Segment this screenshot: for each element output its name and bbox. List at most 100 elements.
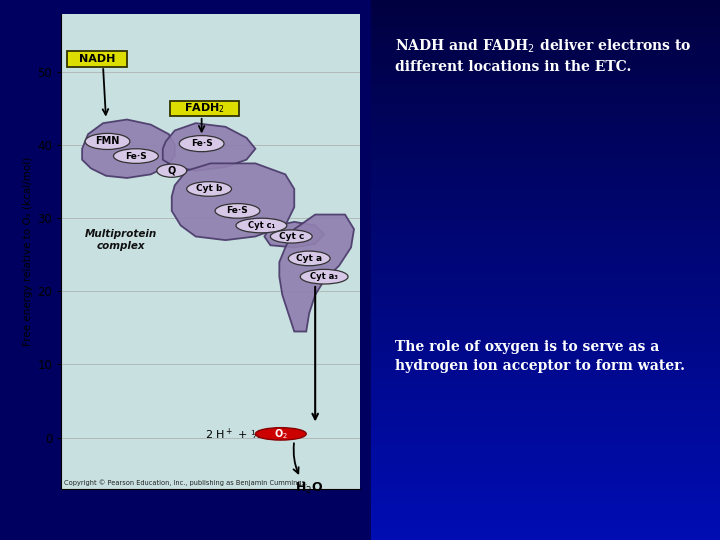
Bar <box>371 360 720 362</box>
Bar <box>371 515 720 517</box>
Bar <box>371 274 720 275</box>
Bar <box>371 140 720 142</box>
Bar <box>371 76 720 77</box>
Bar <box>371 517 720 518</box>
Bar <box>371 36 720 38</box>
Bar <box>371 373 720 374</box>
Bar <box>371 282 720 285</box>
Bar <box>371 207 720 209</box>
Bar <box>371 104 720 106</box>
Bar <box>371 155 720 157</box>
Bar <box>371 72 720 74</box>
Ellipse shape <box>114 148 158 164</box>
Bar <box>371 508 720 509</box>
Text: Cyt c₁: Cyt c₁ <box>248 221 275 230</box>
Bar <box>371 279 720 281</box>
Bar <box>371 234 720 236</box>
Bar <box>371 187 720 189</box>
Bar <box>371 358 720 360</box>
Bar <box>371 81 720 83</box>
Bar <box>371 135 720 137</box>
Bar <box>371 113 720 115</box>
Bar <box>371 322 720 324</box>
Bar <box>371 400 720 401</box>
Bar <box>371 475 720 477</box>
Bar <box>371 232 720 234</box>
Ellipse shape <box>186 181 232 196</box>
Text: Copyright © Pearson Education, Inc., publishing as Benjamin Cummings.: Copyright © Pearson Education, Inc., pub… <box>64 480 307 487</box>
Bar <box>371 61 720 63</box>
Bar <box>371 162 720 164</box>
Bar <box>371 261 720 263</box>
Bar <box>371 139 720 140</box>
Bar <box>371 329 720 331</box>
Text: H$_2$O: H$_2$O <box>295 481 323 496</box>
Bar <box>371 474 720 475</box>
Bar <box>371 389 720 390</box>
Bar <box>371 455 720 457</box>
Bar <box>371 9 720 11</box>
Bar <box>371 133 720 135</box>
Bar <box>371 376 720 378</box>
Bar <box>371 252 720 254</box>
Text: FMN: FMN <box>95 137 120 146</box>
Bar <box>371 275 720 277</box>
Bar <box>371 342 720 344</box>
Bar <box>371 247 720 248</box>
Bar <box>371 255 720 258</box>
Bar <box>371 385 720 387</box>
Bar <box>371 528 720 529</box>
Ellipse shape <box>271 230 312 243</box>
Bar <box>371 535 720 536</box>
Bar <box>371 103 720 104</box>
Bar <box>371 173 720 174</box>
Bar <box>371 180 720 182</box>
Bar <box>371 185 720 187</box>
Bar <box>371 123 720 124</box>
FancyBboxPatch shape <box>67 51 127 66</box>
Bar <box>371 126 720 128</box>
Bar <box>371 328 720 329</box>
Bar <box>371 285 720 286</box>
Bar <box>371 38 720 39</box>
Bar <box>371 77 720 79</box>
Text: NADH and FADH$_2$ deliver electrons to
different locations in the ETC.: NADH and FADH$_2$ deliver electrons to d… <box>395 38 692 74</box>
Bar <box>371 351 720 353</box>
Polygon shape <box>172 164 294 240</box>
Bar <box>371 131 720 133</box>
Bar <box>371 88 720 90</box>
Bar <box>371 301 720 302</box>
Bar <box>371 97 720 99</box>
Bar <box>371 248 720 250</box>
Ellipse shape <box>179 136 224 152</box>
Bar <box>371 106 720 108</box>
Bar <box>371 302 720 304</box>
Bar <box>371 119 720 120</box>
Bar <box>371 221 720 223</box>
Bar <box>371 216 720 218</box>
Bar <box>371 290 720 292</box>
Bar <box>371 488 720 490</box>
Bar <box>371 369 720 371</box>
Bar <box>371 5 720 7</box>
Bar <box>371 171 720 173</box>
Bar <box>371 374 720 376</box>
Bar <box>371 427 720 428</box>
Bar <box>371 339 720 340</box>
Bar <box>371 417 720 420</box>
Bar <box>371 225 720 227</box>
Bar <box>371 495 720 497</box>
Text: 2 H$^+$ + ½: 2 H$^+$ + ½ <box>204 426 262 442</box>
Bar <box>371 56 720 58</box>
Bar <box>371 110 720 112</box>
Bar <box>371 83 720 85</box>
Bar <box>371 493 720 495</box>
Bar <box>371 214 720 216</box>
Ellipse shape <box>85 133 130 150</box>
Bar <box>371 416 720 417</box>
Bar <box>371 468 720 470</box>
Bar <box>371 90 720 92</box>
Bar <box>371 306 720 308</box>
Bar <box>371 25 720 27</box>
Bar <box>371 538 720 540</box>
